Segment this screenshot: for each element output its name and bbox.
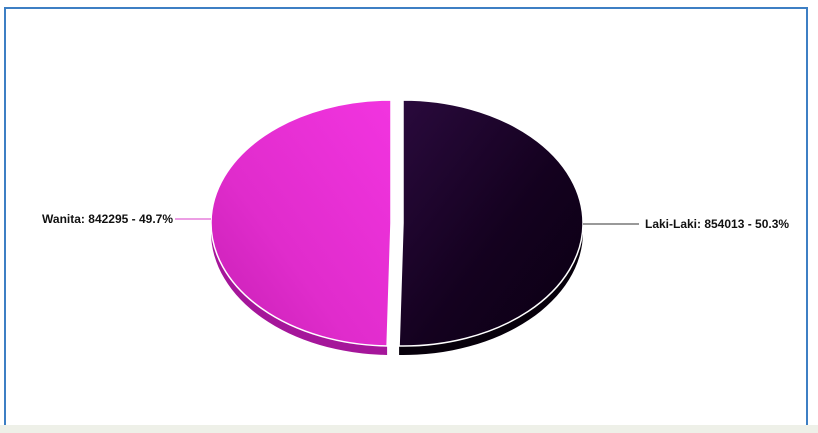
slice-label-wanita: Wanita: 842295 - 49.7% xyxy=(42,212,173,226)
bottom-strip xyxy=(0,425,818,433)
slice-label-laki-laki: Laki-Laki: 854013 - 50.3% xyxy=(645,217,789,231)
pie-slice-top xyxy=(398,99,584,347)
pie-slice-top xyxy=(210,99,392,347)
pie-slice-wanita xyxy=(210,99,392,355)
pie-slice-laki-laki xyxy=(398,99,584,356)
